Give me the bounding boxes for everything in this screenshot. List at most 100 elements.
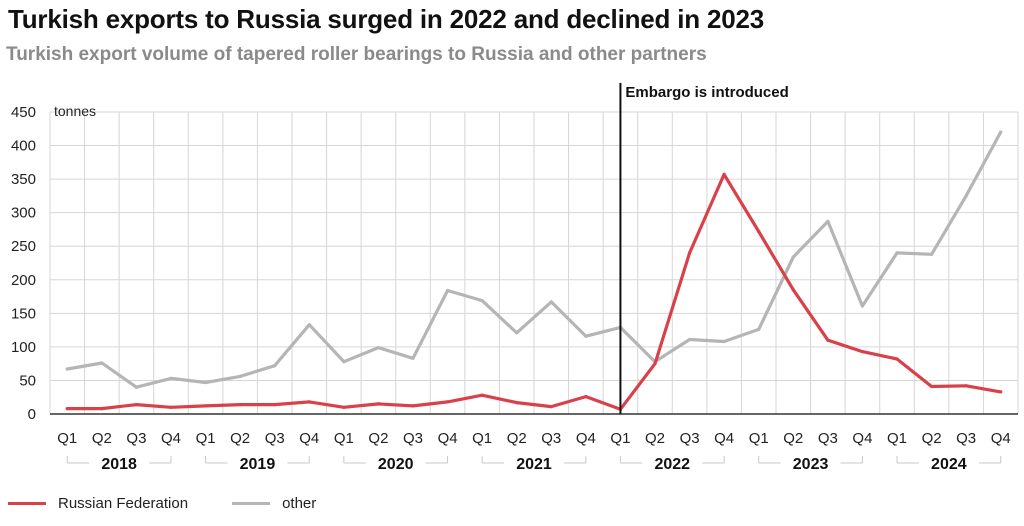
data-point-other [999, 130, 1003, 134]
embargo-annotation-label: Embargo is introduced [625, 84, 788, 101]
data-point-russia [273, 403, 277, 407]
data-point-russia [930, 384, 934, 389]
x-tick-label: Q2 [645, 430, 665, 447]
x-tick-label: Q2 [92, 430, 112, 447]
legend: Russian Federation other [8, 493, 360, 513]
x-tick-label: Q3 [818, 430, 838, 447]
data-point-other [273, 364, 277, 368]
x-tick-label: Q2 [922, 430, 942, 447]
data-point-other [411, 356, 415, 360]
data-point-russia [411, 404, 415, 408]
series-line-russia [65, 172, 1003, 411]
x-tick-label: Q4 [299, 430, 319, 447]
legend-item-other: other [232, 495, 316, 512]
data-point-other [584, 334, 588, 338]
data-point-russia [999, 390, 1003, 394]
legend-label-other: other [282, 494, 317, 512]
data-point-other [238, 374, 242, 378]
data-point-other [688, 337, 692, 342]
data-point-russia [791, 288, 795, 292]
data-point-russia [826, 338, 830, 342]
data-point-other [307, 323, 311, 327]
data-point-russia [65, 407, 69, 411]
data-point-russia [584, 395, 588, 399]
x-tick-label: Q3 [541, 430, 561, 447]
data-point-other [860, 304, 865, 308]
x-tick-label: Q3 [403, 430, 423, 447]
y-tick-label: 200 [11, 272, 36, 289]
x-tick-label: Q2 [230, 430, 250, 447]
data-point-russia [446, 400, 450, 404]
data-point-other [169, 376, 173, 380]
year-label: 2021 [516, 456, 552, 473]
x-tick-label: Q2 [507, 430, 527, 447]
y-tick-label: 100 [11, 339, 36, 356]
y-axis-unit-label: tonnes [54, 103, 96, 119]
data-point-russia [860, 350, 865, 354]
data-point-other [204, 380, 208, 385]
data-point-other [895, 251, 899, 255]
data-point-other [134, 385, 138, 389]
y-tick-label: 150 [11, 305, 36, 322]
data-point-other [826, 219, 830, 223]
x-tick-label: Q3 [126, 430, 146, 447]
x-tick-label: Q4 [576, 430, 596, 447]
y-tick-label: 50 [19, 372, 36, 389]
data-point-other [791, 255, 795, 259]
x-tick-label: Q1 [887, 430, 907, 447]
x-tick-label: Q1 [472, 430, 492, 447]
legend-swatch-russia [8, 501, 46, 505]
data-point-other [65, 367, 69, 371]
x-tick-label: Q3 [265, 430, 285, 447]
year-label: 2024 [931, 456, 967, 473]
data-point-russia [515, 401, 519, 405]
year-label: 2022 [654, 456, 690, 473]
series-line-other [65, 130, 1003, 389]
data-point-russia [307, 400, 311, 404]
x-tick-label: Q1 [334, 430, 354, 447]
data-point-russia [100, 407, 104, 411]
data-point-russia [757, 229, 761, 234]
y-tick-label: 300 [11, 205, 36, 222]
x-tick-label: Q4 [991, 430, 1011, 447]
x-tick-label: Q4 [714, 430, 734, 447]
year-label: 2020 [378, 456, 414, 473]
data-point-russia [134, 403, 138, 407]
data-point-other [100, 361, 104, 365]
data-point-russia [480, 393, 484, 397]
chart-title: Turkish exports to Russia surged in 2022… [8, 4, 765, 34]
data-point-russia [964, 384, 968, 388]
y-tick-label: 350 [11, 171, 36, 188]
x-tick-label: Q1 [57, 430, 77, 447]
data-point-other [342, 360, 346, 364]
x-tick-label: Q1 [749, 430, 769, 447]
data-point-russia [169, 405, 173, 409]
legend-item-russia: Russian Federation [8, 495, 188, 512]
data-point-russia [376, 402, 380, 406]
x-tick-label: Q4 [852, 430, 872, 447]
data-point-russia [722, 172, 726, 176]
data-point-russia [688, 251, 692, 255]
data-point-other [376, 346, 380, 350]
x-tick-label: Q2 [368, 430, 388, 447]
data-point-other [480, 299, 484, 303]
data-point-other [515, 331, 519, 335]
data-point-russia [653, 362, 657, 366]
chart-subtitle: Turkish export volume of tapered roller … [6, 44, 707, 65]
data-point-russia [895, 357, 899, 361]
x-tick-label: Q4 [161, 430, 181, 447]
year-label: 2023 [793, 456, 829, 473]
data-point-other [757, 327, 761, 331]
line-chart: 0 50 100 150 200 250 300 350 400 450 tonnes Q1 Q2 Q3 Q… [11, 83, 1019, 473]
x-tick-label: Q1 [610, 430, 630, 447]
data-point-russia [238, 403, 242, 407]
x-tick-label: Q1 [196, 430, 216, 447]
data-point-russia [549, 405, 553, 409]
year-label: 2018 [101, 456, 137, 473]
data-point-russia [342, 405, 346, 409]
y-tick-label: 0 [28, 406, 36, 423]
x-tick-label: Q2 [783, 430, 803, 447]
x-tick-label: Q3 [956, 430, 976, 447]
data-point-other [446, 288, 450, 293]
x-tick-label: Q4 [438, 430, 458, 447]
